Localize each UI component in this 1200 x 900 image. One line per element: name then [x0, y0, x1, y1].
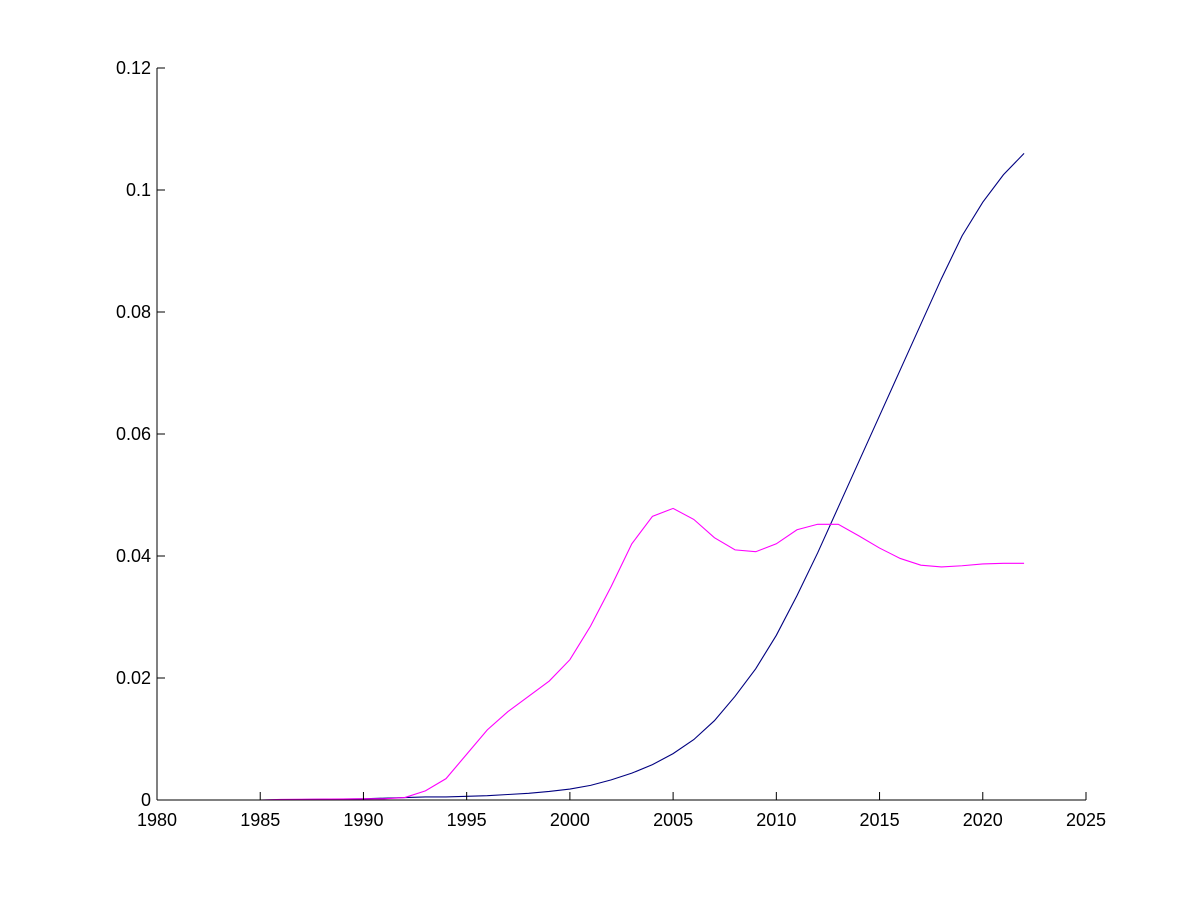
x-tick-label: 1985 — [240, 810, 280, 830]
series-layer — [157, 153, 1025, 801]
y-tick-label: 0.08 — [116, 302, 151, 322]
series-line-1 — [157, 153, 1025, 801]
x-tick-label: 2000 — [550, 810, 590, 830]
x-tick-label: 2005 — [653, 810, 693, 830]
x-tick-label: 1980 — [137, 810, 177, 830]
y-tick-label: 0.04 — [116, 546, 151, 566]
y-tick-label: 0 — [141, 790, 151, 810]
x-tick-label: 2015 — [860, 810, 900, 830]
y-tick-label: 0.12 — [116, 58, 151, 78]
x-tick-label: 2020 — [963, 810, 1003, 830]
y-tick-label: 0.1 — [126, 180, 151, 200]
x-tick-label: 1995 — [447, 810, 487, 830]
x-tick-label: 2010 — [756, 810, 796, 830]
y-tick-label: 0.06 — [116, 424, 151, 444]
axes-layer: 1980 1985 1990 1995 2000 2005 2010 2015 2020 2025… — [116, 58, 1106, 830]
x-tick-label: 2025 — [1066, 810, 1106, 830]
y-tick-label: 0.02 — [116, 668, 151, 688]
x-tick-label: 1990 — [343, 810, 383, 830]
series-line-2 — [157, 507, 1025, 801]
